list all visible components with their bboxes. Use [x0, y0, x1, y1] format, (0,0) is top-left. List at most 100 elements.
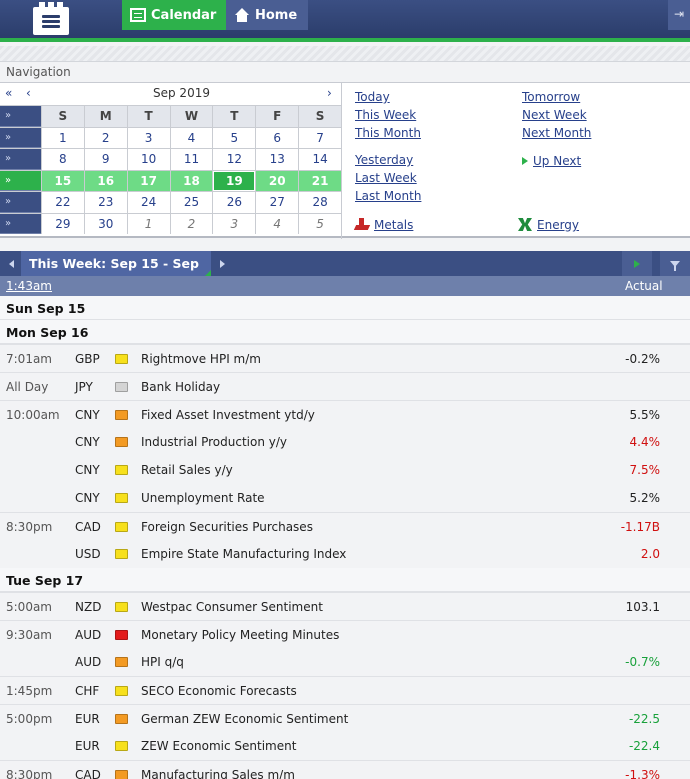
link-metals[interactable]: Metals [374, 218, 414, 232]
calendar-day[interactable]: 11 [169, 149, 213, 170]
link-yesterday[interactable]: Yesterday [355, 153, 414, 167]
week-select-button[interactable]: » [0, 170, 41, 191]
calendar-day-other-month[interactable]: 4 [255, 213, 298, 234]
calendar-day[interactable]: 30 [83, 213, 127, 234]
calendar-day[interactable]: 20 [255, 170, 299, 191]
event-name[interactable]: Industrial Production y/y [141, 435, 287, 449]
link-up-next[interactable]: Up Next [533, 154, 582, 168]
week-select-button[interactable]: » [0, 213, 41, 234]
calendar-day[interactable]: 13 [255, 149, 298, 170]
calendar-day[interactable]: 24 [126, 192, 170, 213]
calendar-day[interactable]: 25 [169, 192, 213, 213]
event-name[interactable]: ZEW Economic Sentiment [141, 739, 297, 753]
event-name[interactable]: HPI q/q [141, 655, 184, 669]
link-last-week[interactable]: Last Week [355, 171, 417, 185]
calendar-day[interactable]: 3 [126, 127, 170, 148]
importance-icon [115, 549, 128, 559]
prev-month-button[interactable]: ‹ [26, 86, 31, 100]
event-row[interactable]: CNY Unemployment Rate 5.2% [0, 484, 690, 512]
link-today[interactable]: Today [355, 90, 390, 104]
week-select-all[interactable]: » [0, 106, 41, 127]
calendar-day[interactable]: 5 [212, 127, 255, 148]
jump-to-next-button[interactable] [622, 251, 652, 276]
next-month-button[interactable]: › [327, 86, 332, 100]
calendar-day[interactable]: 28 [298, 192, 341, 213]
menu-icon[interactable] [33, 2, 69, 35]
calendar-day[interactable]: 26 [212, 192, 255, 213]
event-name[interactable]: Manufacturing Sales m/m [141, 768, 295, 779]
week-select-button[interactable]: » [0, 192, 41, 213]
calendar-day[interactable]: 16 [83, 170, 127, 191]
calendar-day[interactable]: 17 [126, 170, 170, 191]
link-this-week[interactable]: This Week [355, 108, 417, 122]
week-select-button[interactable]: » [0, 149, 41, 170]
calendar-day[interactable]: 29 [40, 213, 84, 234]
calendar-day-other-month[interactable]: 2 [169, 213, 213, 234]
prev-year-button[interactable]: « [5, 86, 13, 100]
link-tomorrow[interactable]: Tomorrow [522, 90, 581, 104]
prev-week-button[interactable] [0, 251, 22, 276]
calendar-day[interactable]: 9 [83, 149, 127, 170]
event-name[interactable]: Monetary Policy Meeting Minutes [141, 628, 340, 642]
calendar-day[interactable]: 23 [83, 192, 127, 213]
event-row[interactable]: 1:45pm CHF SECO Economic Forecasts [0, 676, 690, 704]
calendar-day[interactable]: 2 [83, 127, 127, 148]
day-header: Sun Sep 15 [0, 296, 690, 320]
tab-calendar[interactable]: Calendar [122, 0, 226, 30]
calendar-day[interactable]: 6 [255, 127, 298, 148]
event-row[interactable]: 8:30pm CAD Manufacturing Sales m/m -1.3% [0, 760, 690, 779]
next-week-button[interactable] [211, 251, 233, 276]
event-row[interactable]: 8:30pm CAD Foreign Securities Purchases -1.… [0, 512, 690, 540]
event-row[interactable]: 7:01am GBP Rightmove HPI m/m -0.2% [0, 344, 690, 372]
calendar-day[interactable]: 4 [169, 127, 213, 148]
event-name[interactable]: Retail Sales y/y [141, 463, 233, 477]
link-up-next-wrap[interactable]: Up Next [522, 154, 581, 168]
event-name[interactable]: SECO Economic Forecasts [141, 684, 297, 698]
link-this-month[interactable]: This Month [355, 126, 421, 140]
calendar-day-other-month[interactable]: 3 [212, 213, 255, 234]
calendar-day[interactable]: 7 [298, 127, 341, 148]
filter-button[interactable] [660, 251, 690, 276]
event-row[interactable]: CNY Retail Sales y/y 7.5% [0, 456, 690, 484]
event-row[interactable]: USD Empire State Manufacturing Index 2.0 [0, 540, 690, 568]
event-row[interactable]: CNY Industrial Production y/y 4.4% [0, 428, 690, 456]
link-next-week[interactable]: Next Week [522, 108, 587, 122]
calendar-day[interactable]: 18 [169, 170, 213, 191]
calendar-day[interactable]: 22 [40, 192, 84, 213]
calendar-day[interactable]: 14 [298, 149, 341, 170]
event-name[interactable]: Bank Holiday [141, 380, 221, 394]
calendar-day[interactable]: 10 [126, 149, 170, 170]
event-name[interactable]: German ZEW Economic Sentiment [141, 712, 349, 726]
calendar-day[interactable]: 8 [40, 149, 84, 170]
event-row[interactable]: 5:00am NZD Westpac Consumer Sentiment 103.1 [0, 592, 690, 620]
calendar-day-other-month[interactable]: 1 [126, 213, 170, 234]
calendar-day[interactable]: 27 [255, 192, 298, 213]
calendar-day[interactable]: 21 [298, 170, 342, 191]
event-name[interactable]: Fixed Asset Investment ytd/y [141, 408, 315, 422]
calendar-day-other-month[interactable]: 5 [298, 213, 341, 234]
link-next-month[interactable]: Next Month [522, 126, 592, 140]
calendar-day[interactable]: 1 [40, 127, 84, 148]
event-name[interactable]: Empire State Manufacturing Index [141, 547, 347, 561]
event-name[interactable]: Foreign Securities Purchases [141, 520, 313, 534]
logout-icon[interactable]: ⇥ [668, 0, 690, 30]
calendar-day[interactable]: 12 [212, 149, 255, 170]
calendar-day[interactable]: 15 [40, 170, 84, 191]
current-time-link[interactable]: 1:43am [6, 279, 52, 293]
calendar-day-today[interactable]: 19 [212, 170, 256, 191]
event-row[interactable]: 9:30am AUD Monetary Policy Meeting Minutes [0, 620, 690, 648]
link-energy-wrap[interactable]: Energy [518, 218, 579, 232]
week-select-button[interactable]: » [0, 127, 41, 148]
link-last-month[interactable]: Last Month [355, 189, 422, 203]
tab-home[interactable]: Home [226, 0, 308, 30]
link-metals-wrap[interactable]: Metals [355, 218, 413, 232]
event-name[interactable]: Rightmove HPI m/m [141, 352, 261, 366]
event-name[interactable]: Unemployment Rate [141, 491, 265, 505]
event-row[interactable]: 5:00pm EUR German ZEW Economic Sentiment -2… [0, 704, 690, 732]
event-name[interactable]: Westpac Consumer Sentiment [141, 600, 323, 614]
event-row[interactable]: 10:00am CNY Fixed Asset Investment ytd/y 5.… [0, 400, 690, 428]
event-row[interactable]: All Day JPY Bank Holiday [0, 372, 690, 400]
event-row[interactable]: EUR ZEW Economic Sentiment -22.4 [0, 732, 690, 760]
link-energy[interactable]: Energy [537, 218, 580, 232]
event-row[interactable]: AUD HPI q/q -0.7% [0, 648, 690, 676]
